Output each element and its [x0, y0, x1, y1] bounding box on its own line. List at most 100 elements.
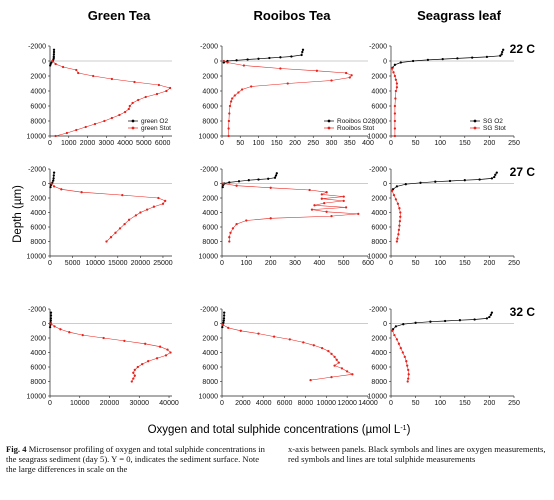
- sulphide-data-point: [407, 373, 410, 376]
- x-tick-label: 100: [434, 400, 446, 407]
- y-tick-label: 4000: [202, 350, 218, 357]
- y-tick-label: 10000: [27, 253, 47, 260]
- sulphide-data-point: [144, 95, 147, 99]
- x-tick-label: 4000: [256, 400, 272, 407]
- sulphide-data-point: [118, 227, 122, 230]
- sulphide-data-point: [286, 82, 289, 85]
- sulphide-data-point: [392, 71, 395, 74]
- x-tick-label: 150: [271, 140, 283, 147]
- sulphide-data-point: [398, 220, 402, 223]
- y-tick-label: 10000: [368, 253, 388, 260]
- y-tick-label: -2000: [28, 43, 46, 50]
- oxygen-data-point: [458, 319, 462, 322]
- sulphide-data-point: [141, 362, 144, 366]
- sulphide-data-point: [80, 191, 83, 194]
- y-tick-label: 0: [42, 181, 46, 188]
- sulphide-data-point: [235, 184, 238, 187]
- oxygen-data-point: [500, 53, 503, 56]
- x-tick-label: 150: [459, 260, 471, 267]
- oxygen-data-point: [441, 57, 444, 61]
- y-tick-label: 4000: [371, 210, 387, 217]
- sulphide-series-line: [222, 324, 354, 381]
- temperature-label-27c: 27 C: [510, 165, 536, 179]
- sulphide-data-point: [132, 377, 135, 380]
- y-tick-label: 4000: [371, 88, 387, 95]
- oxygen-data-point: [443, 319, 447, 323]
- sulphide-data-point: [245, 219, 248, 222]
- x-tick-label: 0: [48, 140, 52, 147]
- sulphide-data-point: [109, 236, 113, 239]
- x-tick-label: 14000: [358, 400, 378, 407]
- sulphide-data-point: [53, 325, 56, 328]
- sulphide-data-point: [399, 346, 402, 350]
- sulphide-data-point: [398, 224, 401, 227]
- x-tick-label: 100: [434, 260, 446, 267]
- sulphide-data-point: [395, 82, 399, 85]
- sulphide-data-point: [227, 326, 230, 330]
- sulphide-data-point: [393, 74, 397, 78]
- oxygen-data-point: [502, 48, 505, 51]
- x-tick-label: 600: [362, 260, 374, 267]
- y-tick-label: -2000: [28, 306, 46, 313]
- sulphide-series-line: [51, 183, 166, 242]
- sulphide-data-point: [227, 119, 231, 123]
- y-tick-label: 2000: [371, 335, 387, 342]
- sulphide-data-point: [315, 69, 319, 72]
- oxygen-data-point: [273, 176, 277, 179]
- sulphide-data-point: [239, 329, 242, 332]
- oxygen-data-point: [222, 321, 225, 324]
- sulphide-data-point: [340, 367, 344, 370]
- sulphide-data-point: [157, 196, 160, 200]
- sulphide-data-point: [237, 91, 240, 94]
- sulphide-data-point: [310, 208, 314, 211]
- y-tick-label: 8000: [371, 118, 387, 125]
- sulphide-data-point: [330, 375, 333, 379]
- sulphide-data-point: [390, 67, 394, 70]
- y-tick-label: 6000: [30, 224, 46, 231]
- oxygen-data-point: [52, 174, 55, 177]
- figure-panels: Green Tea Rooibos Tea Seagrass leaf 22 C 27 …: [12, 8, 536, 436]
- oxygen-data-point: [275, 172, 278, 175]
- sulphide-data-point: [164, 199, 167, 203]
- oxygen-data-point: [52, 179, 55, 182]
- oxygen-data-point: [493, 175, 496, 179]
- y-tick-label: -2000: [200, 43, 218, 50]
- sulphide-data-point: [75, 128, 78, 132]
- temperature-label-32c: 32 C: [510, 305, 536, 319]
- sulphide-data-point: [75, 68, 78, 72]
- sulphide-data-point: [397, 342, 401, 345]
- sulphide-data-point: [320, 193, 323, 196]
- x-tick-label: 30000: [130, 400, 150, 407]
- y-tick-label: 0: [42, 58, 46, 65]
- sulphide-data-point: [396, 202, 400, 205]
- x-tick-label: 200: [484, 140, 496, 147]
- x-axis-title-close: ): [407, 424, 411, 436]
- sulphide-data-point: [342, 195, 345, 198]
- sulphide-data-point: [228, 236, 231, 239]
- x-tick-label: 10000: [70, 400, 90, 407]
- x-tick-label: 250: [508, 260, 520, 267]
- sulphide-data-point: [279, 67, 282, 70]
- y-tick-label: 8000: [202, 239, 218, 246]
- x-tick-label: 400: [313, 260, 325, 267]
- sulphide-series-line: [223, 60, 353, 136]
- sulphide-data-point: [84, 125, 87, 129]
- sulphide-data-point: [257, 332, 260, 335]
- x-tick-label: 400: [362, 140, 374, 147]
- oxygen-data-point: [411, 59, 415, 63]
- sulphide-data-point: [158, 345, 162, 348]
- oxygen-series-line: [392, 172, 498, 190]
- sulphide-data-point: [131, 101, 134, 105]
- oxygen-data-point: [448, 179, 452, 183]
- y-tick-label: 4000: [202, 210, 218, 217]
- oxygen-data-point: [52, 177, 55, 180]
- x-tick-label: 15000: [108, 260, 128, 267]
- sulphide-data-point: [398, 207, 401, 210]
- temperature-label-22c: 22 C: [510, 42, 536, 56]
- x-tick-label: 10000: [85, 260, 105, 267]
- sulphide-data-point: [121, 193, 124, 197]
- sulphide-data-point: [394, 89, 398, 93]
- sulphide-data-point: [114, 231, 117, 234]
- sulphide-data-point: [394, 97, 397, 100]
